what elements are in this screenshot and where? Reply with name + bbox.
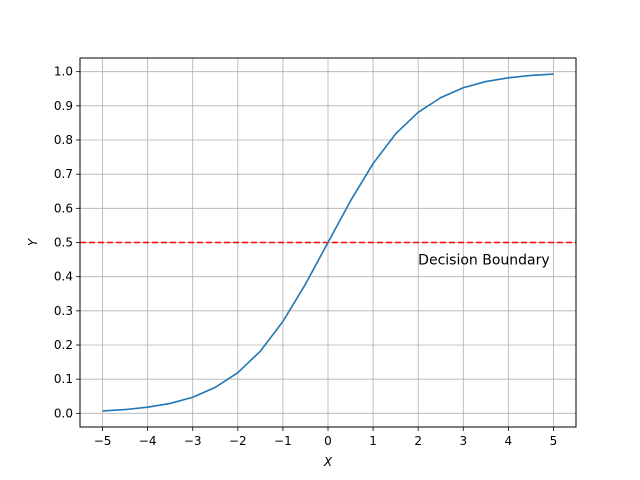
x-axis-label: X [323,455,333,469]
y-tick-label: 0.7 [54,167,73,181]
x-tick-label: 5 [550,434,558,448]
y-tick-label: 0.9 [54,99,73,113]
y-tick-label: 0.5 [54,236,73,250]
y-tick-label: 0.1 [54,372,73,386]
y-tick-label: 0.2 [54,338,73,352]
x-tick-label: −4 [139,434,157,448]
x-tick-label: 2 [414,434,422,448]
series-line [102,73,554,412]
series-layer [102,73,554,412]
y-axis-label: Y [26,237,40,246]
x-tick-label: 4 [505,434,513,448]
x-axis-ticks: −5 −4 −3 −2 −1 0 1 2 3 4 5 [94,427,558,448]
y-tick-label: 1.0 [54,65,73,79]
y-tick-label: 0.0 [54,406,73,420]
y-tick-label: 0.4 [54,270,73,284]
y-tick-label: 0.8 [54,133,73,147]
decision-boundary-annotation: Decision Boundary [418,253,549,269]
x-tick-label: 1 [369,434,377,448]
y-axis-ticks: 0.0 0.1 0.2 0.3 0.4 0.5 0.6 0.7 0.8 0.9 1.0 [54,65,80,420]
x-tick-label: −1 [274,434,292,448]
x-tick-label: 3 [459,434,467,448]
y-tick-label: 0.3 [54,304,73,318]
x-tick-label: 0 [324,434,332,448]
grid [80,58,576,427]
x-tick-label: −2 [229,434,247,448]
x-tick-label: −5 [94,434,112,448]
x-tick-label: −3 [184,434,202,448]
y-tick-label: 0.6 [54,201,73,215]
